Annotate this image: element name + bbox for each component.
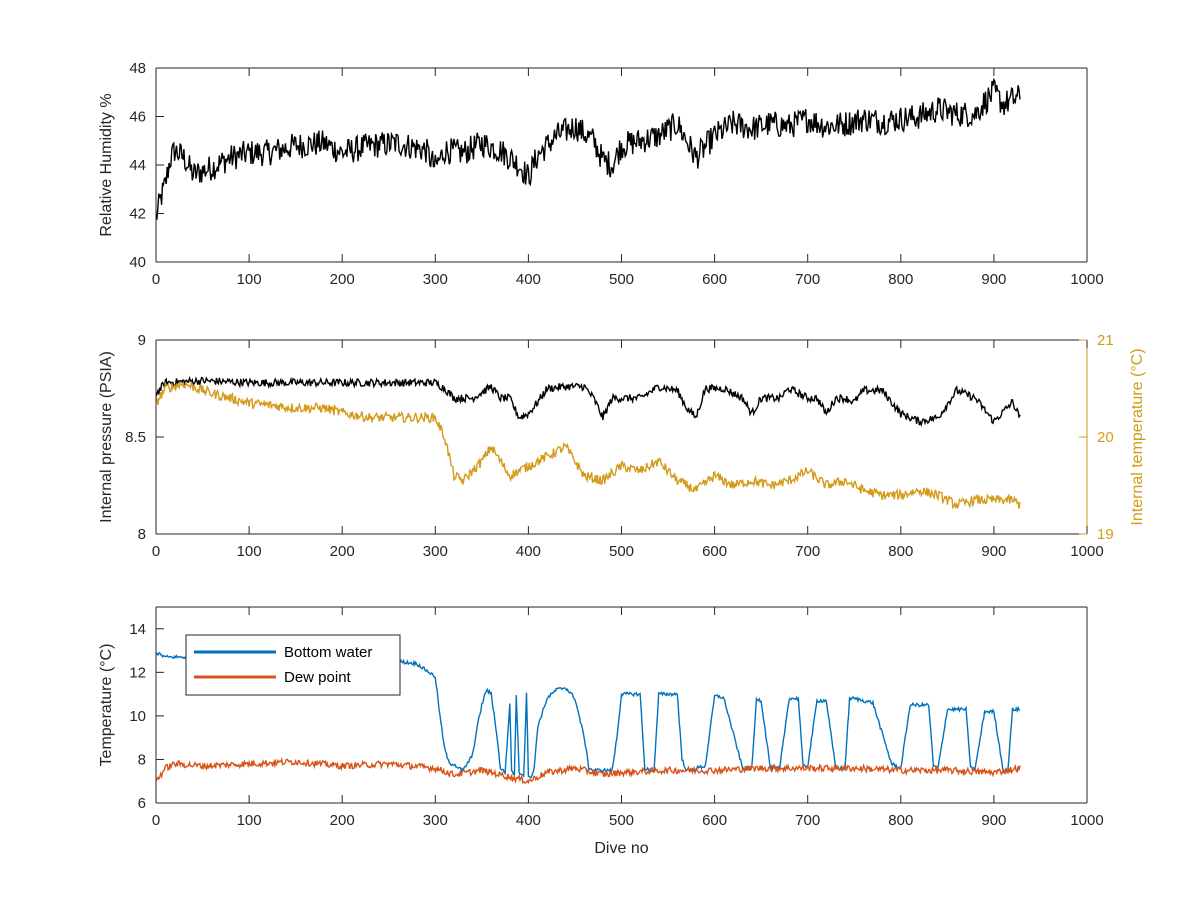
y-tick-label: 10 [129,708,146,725]
x-tick-label: 100 [237,812,262,829]
legend-box [185,634,401,696]
y-tick-label: 8.5 [125,429,146,446]
legend: Bottom water Dew point [185,634,401,696]
y-tick-label: 14 [129,621,146,638]
humidity-panel: 0 100 200 300 400 500 600 700 800 900 1000 40 42 44 46… [98,60,1104,288]
x-tick-label: 900 [981,812,1006,829]
x-tick-label: 1000 [1070,543,1103,560]
x-axis-label: Dive no [594,840,648,857]
x-tick-label: 200 [330,543,355,560]
y-tick-label: 8 [138,751,146,768]
x-tick-label: 500 [609,543,634,560]
x-tick-label: 600 [702,812,727,829]
y2-tick-label: 20 [1097,429,1114,446]
x-tick-label: 100 [237,543,262,560]
x-tick-label: 400 [516,812,541,829]
x-tick-label: 200 [330,812,355,829]
x-tick-label: 600 [702,543,727,560]
x-tick-label: 900 [981,271,1006,288]
y-tick-label: 44 [129,157,146,174]
x-tick-label: 800 [888,812,913,829]
x-tick-label: 400 [516,271,541,288]
y-tick-label: 9 [138,332,146,349]
y-axis-label: Internal pressure (PSIA) [98,351,115,523]
x-tick-label: 1000 [1070,271,1103,288]
x-tick-label: 500 [609,812,634,829]
x-tick-label: 0 [152,543,160,560]
y-tick-label: 12 [129,664,146,681]
y-tick-label: 42 [129,206,146,223]
series-1-line [156,381,1021,510]
x-tick-label: 1000 [1070,812,1103,829]
series-0-line [156,375,1021,428]
x-tick-label: 600 [702,271,727,288]
x-tick-label: 900 [981,543,1006,560]
y2-tick-label: 19 [1097,526,1114,543]
x-tick-label: 400 [516,543,541,560]
legend-label: Dew point [284,669,352,686]
x-tick-label: 300 [423,812,448,829]
x-tick-label: 300 [423,271,448,288]
x-tick-label: 700 [795,271,820,288]
y2-axis-label: Internal temperature (°C) [1129,348,1146,525]
series-0-line [156,77,1021,220]
pressure-temperature-panel: 0 100 200 300 400 500 600 700 800 900 1000 8 8.5 9 19 2… [98,332,1146,560]
x-tick-label: 300 [423,543,448,560]
x-tick-label: 0 [152,812,160,829]
y-tick-label: 40 [129,254,146,271]
legend-label: Bottom water [284,644,372,661]
x-tick-label: 700 [795,812,820,829]
y2-tick-label: 21 [1097,332,1114,349]
y-axis-label: Temperature (°C) [98,644,115,767]
x-tick-label: 500 [609,271,634,288]
y-tick-label: 6 [138,795,146,812]
x-tick-label: 100 [237,271,262,288]
x-tick-label: 200 [330,271,355,288]
dew-point-line [156,757,1021,785]
y-tick-label: 46 [129,109,146,126]
x-tick-label: 800 [888,271,913,288]
temperature-panel: 0 100 200 300 400 500 600 700 800 900 1000 6 8 10 12 14… [98,606,1104,857]
y-tick-label: 8 [138,526,146,543]
x-tick-label: 0 [152,271,160,288]
x-tick-label: 800 [888,543,913,560]
y-axis-label: Relative Humidity % [98,93,115,236]
x-tick-label: 700 [795,543,820,560]
y-tick-label: 48 [129,60,146,77]
